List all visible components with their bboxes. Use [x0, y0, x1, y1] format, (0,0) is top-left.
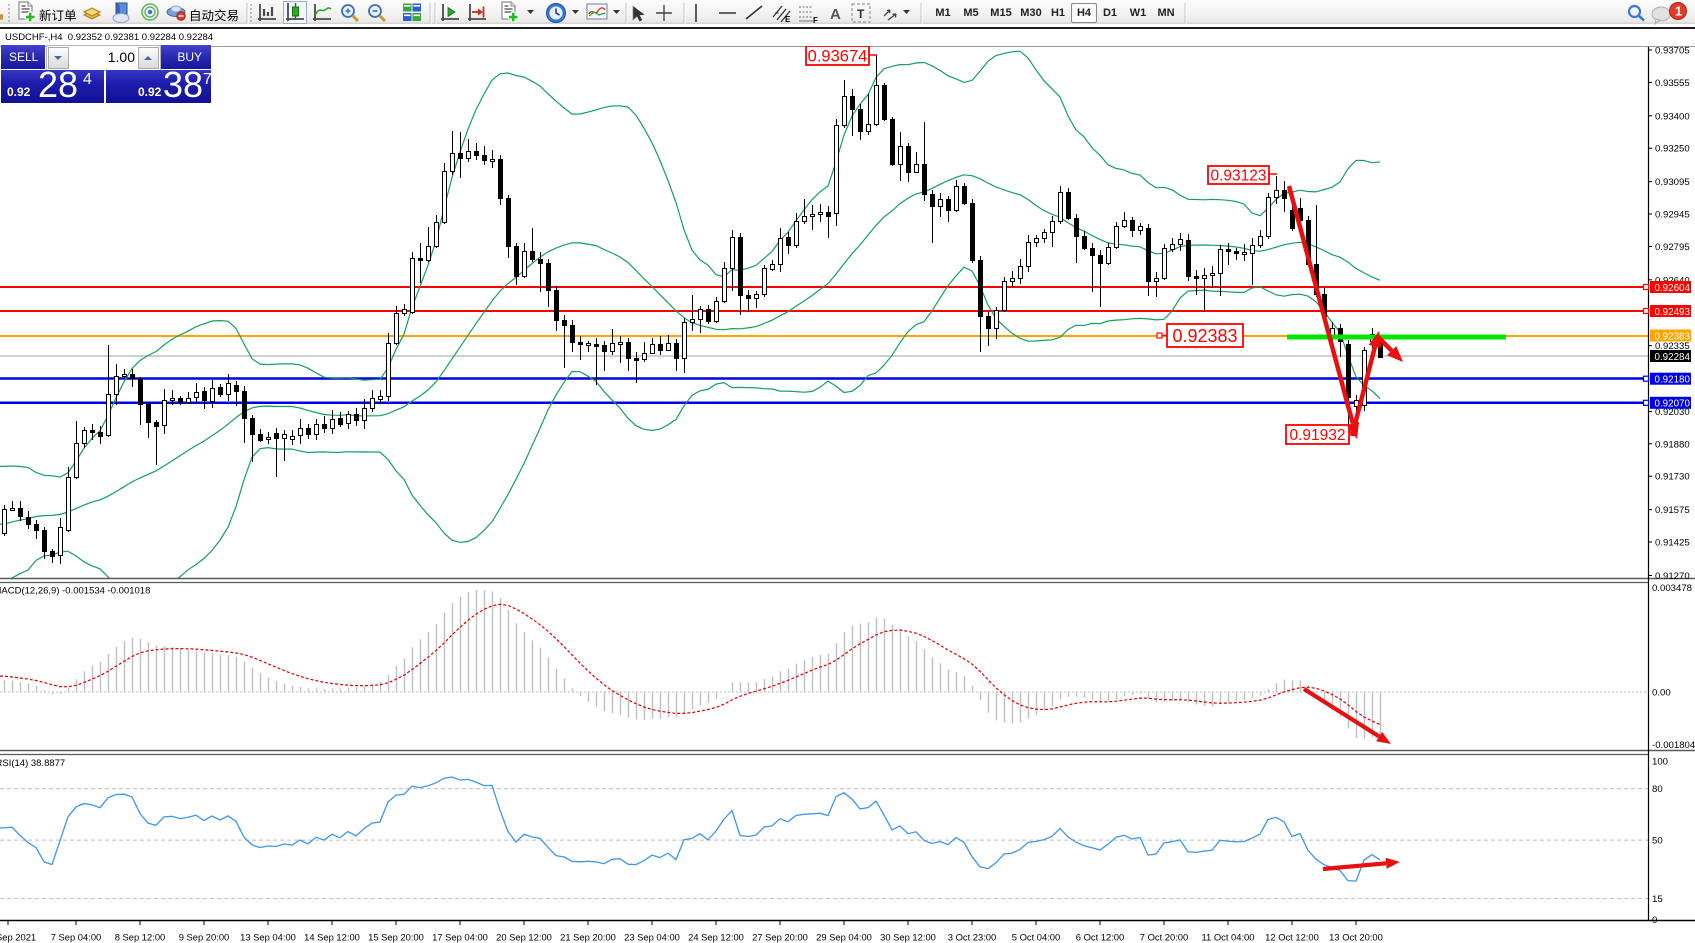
- svg-text:21 Sep 20:00: 21 Sep 20:00: [560, 932, 616, 943]
- svg-text:0.92945: 0.92945: [1655, 210, 1690, 221]
- svg-text:0.93123: 0.93123: [1210, 168, 1266, 185]
- svg-text:17 Sep 04:00: 17 Sep 04:00: [432, 932, 488, 943]
- svg-text:0.92604: 0.92604: [1655, 283, 1691, 294]
- svg-text:0.92284: 0.92284: [1655, 352, 1691, 363]
- svg-text:-0.001804: -0.001804: [1652, 740, 1695, 751]
- svg-text:RSI(14) 38.8877: RSI(14) 38.8877: [0, 758, 65, 769]
- svg-text:0.91730: 0.91730: [1655, 472, 1690, 483]
- svg-text:24 Sep 12:00: 24 Sep 12:00: [688, 932, 744, 943]
- svg-text:12 Oct 12:00: 12 Oct 12:00: [1265, 932, 1319, 943]
- svg-text:0.92070: 0.92070: [1655, 399, 1691, 410]
- svg-text:0.93705: 0.93705: [1655, 46, 1690, 57]
- svg-text:0.92383: 0.92383: [1172, 326, 1237, 346]
- svg-text:15: 15: [1652, 894, 1663, 905]
- svg-text:0.92030: 0.92030: [1655, 407, 1690, 418]
- svg-text:Sep 2021: Sep 2021: [0, 932, 36, 943]
- svg-text:50: 50: [1652, 836, 1663, 847]
- svg-text:0.91880: 0.91880: [1655, 439, 1690, 450]
- svg-text:80: 80: [1652, 784, 1663, 795]
- svg-text:13 Sep 04:00: 13 Sep 04:00: [240, 932, 296, 943]
- svg-text:0.93250: 0.93250: [1655, 144, 1690, 155]
- svg-text:3 Oct 23:00: 3 Oct 23:00: [948, 932, 996, 943]
- svg-text:8 Sep 12:00: 8 Sep 12:00: [115, 932, 166, 943]
- svg-text:0.91270: 0.91270: [1655, 571, 1690, 582]
- svg-text:0.92795: 0.92795: [1655, 242, 1690, 253]
- svg-text:9 Sep 20:00: 9 Sep 20:00: [179, 932, 230, 943]
- svg-text:7 Sep 04:00: 7 Sep 04:00: [51, 932, 102, 943]
- svg-text:11 Oct 04:00: 11 Oct 04:00: [1202, 932, 1255, 943]
- svg-text:0.00: 0.00: [1652, 688, 1671, 699]
- svg-text:E: E: [785, 15, 791, 24]
- svg-text:0.003478: 0.003478: [1652, 583, 1692, 594]
- svg-text:0.93674: 0.93674: [808, 47, 868, 65]
- svg-text:27 Sep 20:00: 27 Sep 20:00: [752, 932, 808, 943]
- svg-text:15 Sep 20:00: 15 Sep 20:00: [368, 932, 424, 943]
- svg-text:0.92335: 0.92335: [1655, 341, 1690, 352]
- svg-text:7 Oct 20:00: 7 Oct 20:00: [1140, 932, 1188, 943]
- svg-text:14 Sep 12:00: 14 Sep 12:00: [304, 932, 360, 943]
- svg-text:0.93400: 0.93400: [1655, 111, 1690, 122]
- svg-text:0.91932: 0.91932: [1289, 427, 1345, 444]
- svg-text:20 Sep 12:00: 20 Sep 12:00: [496, 932, 552, 943]
- svg-text:T: T: [857, 7, 865, 21]
- svg-text:5 Oct 04:00: 5 Oct 04:00: [1012, 932, 1060, 943]
- svg-text:0.91575: 0.91575: [1655, 505, 1690, 516]
- svg-text:0.92383: 0.92383: [1655, 331, 1691, 342]
- svg-text:0.92640: 0.92640: [1655, 275, 1690, 286]
- svg-text:1: 1: [1675, 5, 1682, 19]
- svg-text:13 Oct 20:00: 13 Oct 20:00: [1329, 932, 1383, 943]
- svg-text:0.92180: 0.92180: [1655, 375, 1691, 386]
- svg-text:100: 100: [1652, 757, 1668, 768]
- svg-text:6 Oct 12:00: 6 Oct 12:00: [1076, 932, 1124, 943]
- svg-text:0.92493: 0.92493: [1655, 307, 1691, 318]
- svg-text:F: F: [813, 16, 818, 25]
- svg-text:0.91425: 0.91425: [1655, 538, 1690, 549]
- svg-text:23 Sep 04:00: 23 Sep 04:00: [624, 932, 680, 943]
- svg-text:A: A: [830, 6, 841, 23]
- svg-text:MACD(12,26,9) -0.001534 -0.001: MACD(12,26,9) -0.001534 -0.001018: [0, 586, 150, 597]
- svg-text:0: 0: [1652, 915, 1657, 926]
- svg-text:29 Sep 04:00: 29 Sep 04:00: [816, 932, 872, 943]
- svg-text:0.93555: 0.93555: [1655, 78, 1690, 89]
- svg-text:30 Sep 12:00: 30 Sep 12:00: [880, 932, 936, 943]
- svg-text:0.93095: 0.93095: [1655, 177, 1690, 188]
